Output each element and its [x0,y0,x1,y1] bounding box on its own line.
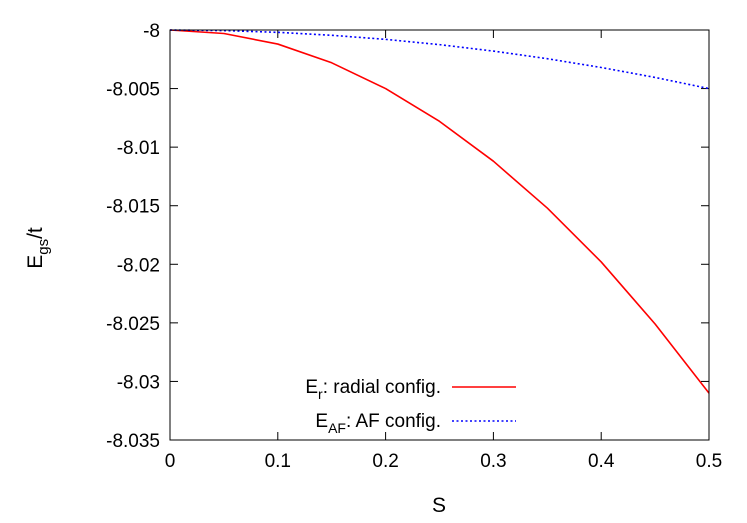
x-tick-label: 0.4 [588,451,615,472]
x-tick-label: 0.3 [480,451,506,472]
legend-radial-rest: : radial config. [323,377,441,398]
legend-radial-main: E [305,377,318,398]
series-line-radial [169,29,710,394]
legend: Er: radial config. EAF: AF config. [305,377,516,436]
y-axis-title-sub: gs [35,239,52,255]
series-layer [169,29,710,394]
y-axis-title-suffix: /t [24,227,47,239]
y-tick-label: -8.005 [106,80,160,101]
legend-af-sub: AF [328,420,346,436]
x-tick-label: 0.1 [265,451,291,472]
y-tick-label: -8.01 [117,138,160,159]
x-tick-label: 0.5 [696,451,722,472]
y-tick-label: -8.025 [106,314,160,335]
legend-label-radial: Er: radial config. [305,377,441,402]
y-tick-label: -8.015 [106,197,160,218]
legend-af-main: E [315,411,328,432]
x-tick-label: 0 [165,451,176,472]
x-axis-title: S [432,494,446,517]
y-axis-title: Egs/t [24,227,52,269]
y-axis-title-main: E [24,255,47,269]
ticks-layer: 0 0.1 0.2 0.3 0.4 0.5 -8 -8.005 -8.01 -8.015 -8.02… [106,21,722,472]
legend-label-af: EAF: AF config. [315,411,441,436]
y-tick-label: -8.02 [117,255,160,276]
y-tick-label: -8.035 [106,431,160,452]
y-tick-label: -8 [143,21,160,42]
plot-frame [169,29,710,441]
series-line-af [169,29,710,90]
x-tick-label: 0.2 [372,451,398,472]
legend-af-rest: : AF config. [346,411,441,432]
y-tick-label: -8.03 [117,372,160,393]
legend-radial-sub: r [318,386,323,402]
